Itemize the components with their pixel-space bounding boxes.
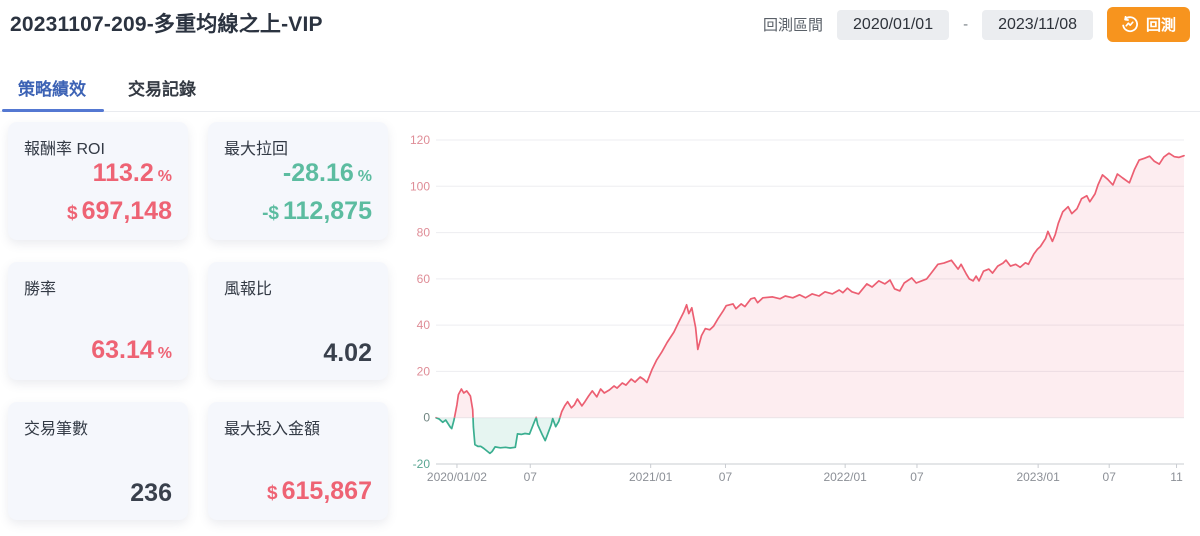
risk-reward-card: 風報比 4.02 bbox=[208, 262, 388, 380]
x-axis-tick-label: 2020/01/02 bbox=[427, 470, 487, 484]
max-drawdown-amount-value: -$ 112,875 bbox=[262, 197, 372, 225]
max-drawdown-percent-value: -28.16% bbox=[282, 159, 372, 187]
stat-cards: 報酬率 ROI 113.2% $697,148 最大拉回 -28.16% -$ 1… bbox=[8, 122, 388, 520]
roi-line-negative bbox=[435, 417, 561, 455]
x-axis-tick-label: 07 bbox=[719, 470, 733, 484]
max-invested-amount-value: $615,867 bbox=[267, 477, 372, 505]
roi-card-label: 報酬率 ROI bbox=[24, 141, 105, 158]
y-axis-tick-label: 20 bbox=[417, 364, 431, 378]
refresh-icon bbox=[1121, 16, 1138, 33]
trade-count-value: 236 bbox=[130, 479, 172, 507]
date-from-input[interactable]: 2020/01/01 bbox=[837, 9, 950, 40]
y-axis-tick-label: 120 bbox=[410, 133, 430, 147]
y-axis-tick-label: 40 bbox=[417, 318, 431, 332]
win-rate-card: 勝率 63.14% bbox=[8, 262, 188, 380]
max-invested-card-label: 最大投入金額 bbox=[224, 421, 321, 438]
roi-equity-curve-chart[interactable]: 120 100 80 60 40 20 0 -20 2020/01/02 07 2021/01 07 2… bbox=[400, 126, 1196, 490]
backtest-run-button-label: 回測 bbox=[1145, 17, 1176, 34]
y-axis-tick-label: -20 bbox=[413, 457, 431, 471]
roi-area-negative-fill bbox=[436, 417, 560, 454]
x-axis-tick-label: 2021/01 bbox=[629, 470, 673, 484]
x-axis-tick-label: 07 bbox=[1103, 470, 1117, 484]
roi-amount-value: $697,148 bbox=[67, 197, 172, 225]
max-invested-card: 最大投入金額 $615,867 bbox=[208, 402, 388, 520]
risk-reward-value: 4.02 bbox=[323, 339, 372, 367]
y-axis-tick-label: 100 bbox=[410, 179, 430, 193]
win-rate-card-label: 勝率 bbox=[24, 281, 57, 298]
x-axis-tick-label: 07 bbox=[524, 470, 538, 484]
trade-count-card-values: 236 bbox=[130, 476, 172, 511]
roi-card-values: 113.2% $697,148 bbox=[67, 156, 172, 231]
y-axis-tick-label: 0 bbox=[423, 411, 430, 425]
roi-card: 報酬率 ROI 113.2% $697,148 bbox=[8, 122, 188, 240]
roi-line-positive bbox=[435, 152, 1185, 418]
y-axis-tick-label: 80 bbox=[417, 226, 431, 240]
max-invested-card-values: $615,867 bbox=[267, 474, 372, 511]
tab-bar: 策略績效 交易記錄 bbox=[0, 73, 1200, 112]
x-axis-tick-label: 2023/01 bbox=[1016, 470, 1060, 484]
backtest-range-controls: 回測區間 2020/01/01 - 2023/11/08 回測 bbox=[763, 7, 1190, 42]
roi-percent-value: 113.2% bbox=[92, 159, 172, 187]
win-rate-card-values: 63.14% bbox=[91, 333, 172, 371]
max-drawdown-card-label: 最大拉回 bbox=[224, 141, 289, 158]
win-rate-percent-value: 63.14% bbox=[91, 336, 172, 364]
x-axis-tick-label: 2022/01 bbox=[823, 470, 867, 484]
max-drawdown-card-values: -28.16% -$ 112,875 bbox=[262, 156, 372, 231]
backtest-run-button[interactable]: 回測 bbox=[1106, 7, 1190, 42]
y-axis-tick-label: 60 bbox=[417, 272, 431, 286]
backtest-range-label: 回測區間 bbox=[763, 17, 824, 34]
x-axis-tick-label: 11 bbox=[1170, 470, 1183, 484]
date-to-input[interactable]: 2023/11/08 bbox=[982, 9, 1093, 40]
risk-reward-card-label: 風報比 bbox=[224, 281, 273, 298]
risk-reward-card-values: 4.02 bbox=[323, 336, 372, 371]
x-axis-tick-label: 07 bbox=[910, 470, 924, 484]
tab-trade-records[interactable]: 交易記錄 bbox=[128, 80, 196, 99]
trade-count-card-label: 交易筆數 bbox=[24, 421, 89, 438]
roi-area-positive-fill bbox=[436, 153, 1184, 418]
max-drawdown-card: 最大拉回 -28.16% -$ 112,875 bbox=[208, 122, 388, 240]
trade-count-card: 交易筆數 236 bbox=[8, 402, 188, 520]
tab-strategy-performance[interactable]: 策略績效 bbox=[2, 73, 104, 112]
date-range-separator: - bbox=[963, 16, 969, 33]
page-title: 20231107-209-多重均線之上-VIP bbox=[10, 13, 323, 36]
